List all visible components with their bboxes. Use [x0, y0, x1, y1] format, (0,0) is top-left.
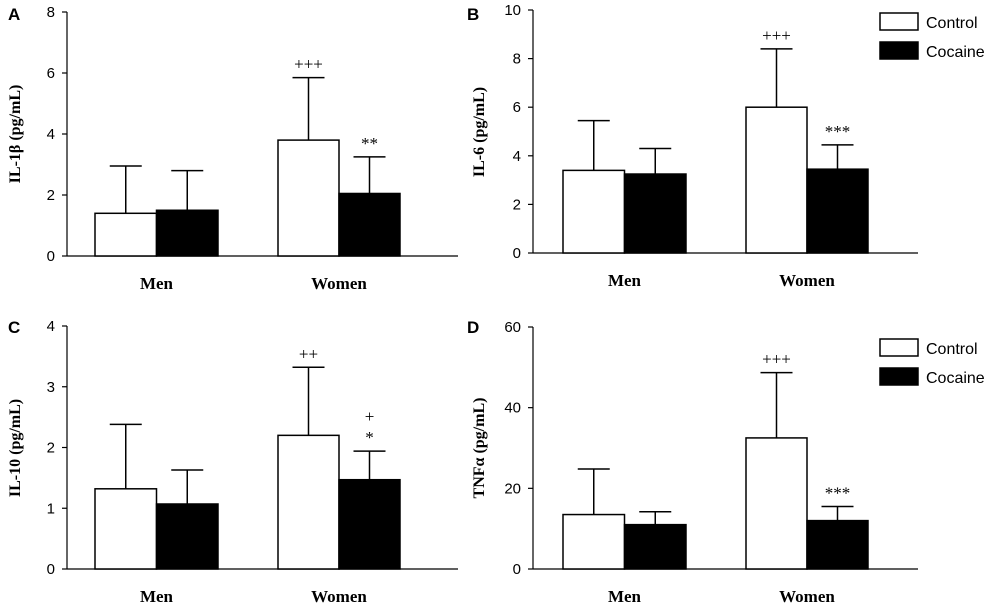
- x-category-label: Men: [608, 587, 642, 606]
- panel-letter: B: [467, 5, 479, 24]
- y-tick-label: 40: [504, 400, 521, 417]
- y-tick-label: 0: [513, 561, 521, 578]
- bar-control-men: [94, 212, 158, 257]
- y-axis-label: IL-10 (pg/mL): [7, 399, 24, 497]
- y-tick-label: 10: [504, 2, 521, 19]
- bar-cocaine-men: [155, 209, 219, 257]
- bar-cocaine-women: [338, 192, 401, 257]
- bar-control-women: [277, 139, 340, 257]
- bar-control-women: [277, 434, 340, 570]
- bar-cocaine-women: [806, 519, 869, 570]
- y-tick-label: 4: [47, 126, 55, 143]
- bar-control-women: [745, 106, 808, 254]
- legend: Control Cocaine: [879, 338, 985, 387]
- panel-letter: D: [467, 318, 479, 337]
- bar-control-women: [745, 437, 808, 570]
- y-tick-label: 0: [513, 245, 521, 262]
- bar-cocaine-women: [806, 168, 869, 254]
- significance-marker: +: [365, 407, 375, 426]
- legend-swatch-control: [879, 12, 919, 31]
- bar-cocaine-women: [338, 478, 401, 570]
- x-category-label: Women: [311, 587, 367, 606]
- significance-marker: ***: [825, 483, 851, 502]
- y-axis-label: IL-6 (pg/mL): [471, 87, 488, 177]
- y-tick-label: 60: [504, 319, 521, 336]
- panel-b: B IL-6 (pg/mL) 0 2 4 6 8 10 Men +++ *** Women Contro…: [467, 2, 985, 290]
- y-tick-label: 0: [47, 248, 55, 265]
- x-category-label: Women: [311, 274, 367, 293]
- y-tick-label: 1: [47, 500, 55, 517]
- y-tick-label: 4: [47, 318, 55, 335]
- y-tick-label: 2: [47, 187, 55, 204]
- bar-control-men: [562, 169, 626, 254]
- y-tick-label: 2: [513, 196, 521, 213]
- y-tick-label: 4: [513, 148, 521, 165]
- bar-cocaine-men: [623, 173, 687, 254]
- legend-swatch-control: [879, 338, 919, 357]
- y-tick-label: 6: [513, 99, 521, 116]
- panel-letter: A: [8, 5, 20, 24]
- legend-label-cocaine: Cocaine: [926, 44, 985, 61]
- x-category-label: Men: [140, 274, 174, 293]
- significance-marker: ++: [299, 344, 318, 363]
- panel-d: D TNFα (pg/mL) 0 20 40 60 Men +++ *** Women Contro…: [467, 318, 985, 606]
- legend: Control Cocaine: [879, 12, 985, 61]
- legend-label-control: Control: [926, 15, 978, 32]
- significance-marker: +++: [762, 350, 791, 369]
- y-tick-label: 0: [47, 561, 55, 578]
- y-tick-label: 3: [47, 379, 55, 396]
- legend-swatch-cocaine: [879, 41, 919, 60]
- significance-marker: **: [361, 134, 378, 153]
- panel-letter: C: [8, 318, 20, 337]
- significance-marker: +++: [294, 55, 323, 74]
- x-category-label: Women: [779, 271, 835, 290]
- y-axis-label: IL-1β (pg/mL): [7, 85, 24, 184]
- y-axis-label: TNFα (pg/mL): [471, 398, 488, 499]
- bar-cocaine-men: [623, 523, 687, 570]
- y-tick-label: 2: [47, 440, 55, 457]
- bar-control-men: [562, 513, 626, 570]
- significance-marker: +++: [762, 26, 791, 45]
- y-tick-label: 6: [47, 65, 55, 82]
- y-tick-label: 20: [504, 480, 521, 497]
- y-tick-label: 8: [47, 4, 55, 21]
- bar-control-men: [94, 488, 158, 570]
- panel-a: A IL-1β (pg/mL) 0 2 4 6 8 Men +++ ** Women: [7, 4, 458, 293]
- legend-label-cocaine: Cocaine: [926, 370, 985, 387]
- x-category-label: Men: [140, 587, 174, 606]
- legend-label-control: Control: [926, 341, 978, 358]
- legend-swatch-cocaine: [879, 367, 919, 386]
- significance-marker: *: [365, 428, 374, 447]
- x-category-label: Men: [608, 271, 642, 290]
- significance-marker: ***: [825, 122, 851, 141]
- y-tick-label: 8: [513, 51, 521, 68]
- x-category-label: Women: [779, 587, 835, 606]
- bar-cocaine-men: [155, 503, 219, 570]
